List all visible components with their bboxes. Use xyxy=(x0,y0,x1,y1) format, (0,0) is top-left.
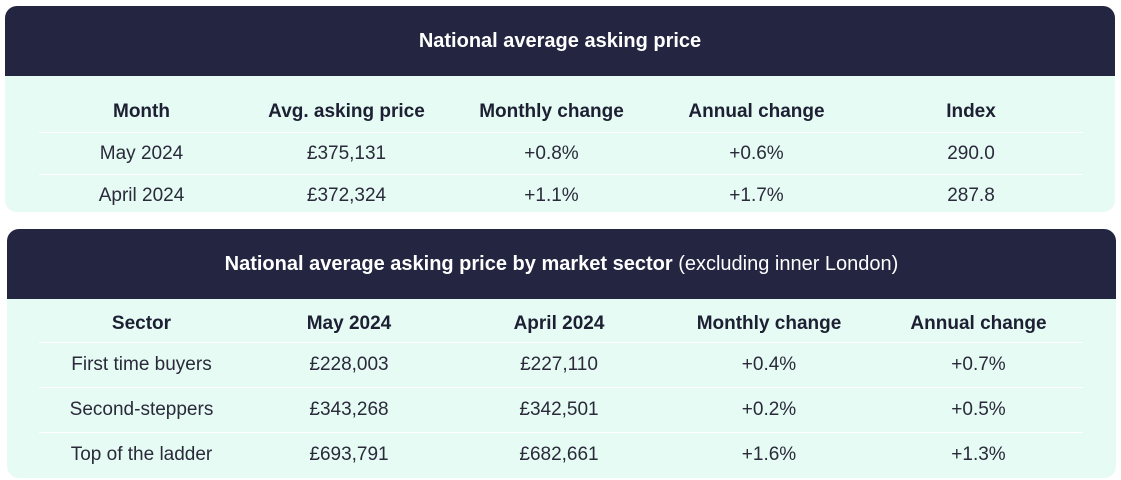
market-sector-table: Sector May 2024 April 2024 Monthly chang… xyxy=(39,306,1083,477)
cell-april-2024: £682,661 xyxy=(454,432,664,477)
cell-index: 290.0 xyxy=(859,132,1083,175)
cell-annual-change: +1.3% xyxy=(874,432,1083,477)
asking-price-title: National average asking price xyxy=(5,6,1115,76)
column-header-monthly-change: Monthly change xyxy=(479,101,624,122)
cell-may-2024: £228,003 xyxy=(244,342,454,388)
table-header-row: Month Avg. asking price Monthly change A… xyxy=(39,92,1083,133)
cell-monthly-change: +0.8% xyxy=(449,132,654,175)
column-header-sector: Sector xyxy=(111,313,172,334)
table-row: May 2024 £375,131 +0.8% +0.6% 290.0 xyxy=(39,132,1083,175)
cell-monthly-change: +0.2% xyxy=(664,387,874,433)
cell-monthly-change: +1.6% xyxy=(664,432,874,477)
cell-sector: First time buyers xyxy=(39,342,244,388)
asking-price-table: Month Avg. asking price Monthly change A… xyxy=(39,92,1083,212)
asking-price-card: National average asking price Month Avg.… xyxy=(5,6,1115,212)
cell-may-2024: £343,268 xyxy=(244,387,454,433)
cell-avg-price: £372,324 xyxy=(244,174,449,212)
table-row: Top of the ladder £693,791 £682,661 +1.6… xyxy=(39,432,1083,477)
cell-annual-change: +1.7% xyxy=(654,174,859,212)
table-row: April 2024 £372,324 +1.1% +1.7% 287.8 xyxy=(39,174,1083,212)
column-header-index: Index xyxy=(946,101,996,122)
cell-sector: Top of the ladder xyxy=(39,432,244,477)
table-row: Second-steppers £343,268 £342,501 +0.2% … xyxy=(39,387,1083,433)
column-header-month: Month xyxy=(113,101,170,122)
cell-annual-change: +0.7% xyxy=(874,342,1083,388)
market-sector-title: National average asking price by market … xyxy=(7,229,1116,299)
market-sector-card: National average asking price by market … xyxy=(7,229,1116,478)
cell-monthly-change: +1.1% xyxy=(449,174,654,212)
cell-annual-change: +0.6% xyxy=(654,132,859,175)
column-header-april-2024: April 2024 xyxy=(513,313,605,334)
cell-monthly-change: +0.4% xyxy=(664,342,874,388)
cell-sector: Second-steppers xyxy=(39,387,244,433)
cell-month: April 2024 xyxy=(39,174,244,212)
table-row: First time buyers £228,003 £227,110 +0.4… xyxy=(39,342,1083,388)
column-header-annual-change: Annual change xyxy=(688,101,825,122)
column-header-may-2024: May 2024 xyxy=(306,313,392,334)
column-header-avg-price: Avg. asking price xyxy=(268,101,425,122)
market-sector-title-text: National average asking price by market … xyxy=(224,253,673,275)
cell-month: May 2024 xyxy=(39,132,244,175)
column-header-monthly-change: Monthly change xyxy=(696,313,842,334)
cell-avg-price: £375,131 xyxy=(244,132,449,175)
asking-price-title-text: National average asking price xyxy=(418,30,702,52)
cell-annual-change: +0.5% xyxy=(874,387,1083,433)
cell-may-2024: £693,791 xyxy=(244,432,454,477)
cell-april-2024: £227,110 xyxy=(454,342,664,388)
table-header-row: Sector May 2024 April 2024 Monthly chang… xyxy=(39,306,1083,343)
market-sector-subtitle: (excluding inner London) xyxy=(678,253,899,275)
column-header-annual-change: Annual change xyxy=(910,313,1047,334)
cell-index: 287.8 xyxy=(859,174,1083,212)
cell-april-2024: £342,501 xyxy=(454,387,664,433)
